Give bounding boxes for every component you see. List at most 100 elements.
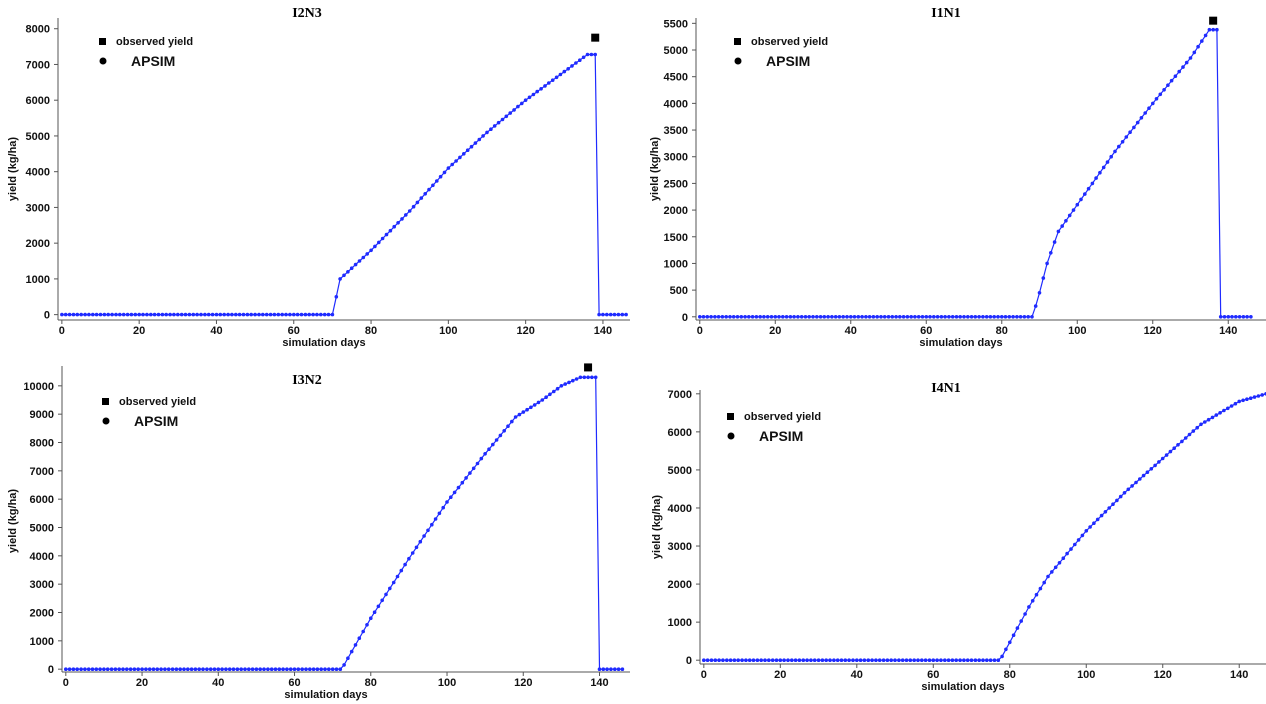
x-tick-label: 120 bbox=[1144, 325, 1162, 337]
apsim-point bbox=[1042, 580, 1046, 585]
y-tick-label: 1000 bbox=[26, 274, 50, 286]
apsim-point bbox=[322, 312, 327, 317]
apsim-point bbox=[380, 598, 385, 603]
apsim-point bbox=[1145, 470, 1150, 475]
apsim-point bbox=[520, 101, 524, 106]
apsim-point bbox=[833, 315, 838, 319]
legend-label-observed: observed yield bbox=[744, 411, 821, 423]
apsim-point bbox=[1090, 181, 1095, 186]
apsim-point bbox=[543, 84, 547, 88]
apsim-point bbox=[201, 667, 205, 671]
apsim-point bbox=[1149, 467, 1154, 471]
apsim-point bbox=[1038, 586, 1043, 591]
apsim-point bbox=[91, 312, 95, 317]
apsim-point bbox=[1226, 315, 1231, 319]
apsim-point bbox=[1022, 315, 1027, 319]
apsim-point bbox=[1113, 149, 1117, 154]
y-tick-label: 1000 bbox=[30, 636, 54, 648]
legend-label-apsim: APSIM bbox=[759, 428, 803, 444]
apsim-point bbox=[254, 667, 259, 671]
apsim-point bbox=[931, 658, 936, 662]
apsim-point bbox=[469, 144, 474, 149]
apsim-point bbox=[969, 658, 974, 662]
apsim-point bbox=[517, 412, 522, 417]
legend-square-marker bbox=[102, 398, 109, 405]
apsim-point bbox=[521, 410, 526, 414]
apsim-point bbox=[605, 312, 609, 317]
apsim-point bbox=[702, 658, 706, 662]
apsim-point bbox=[616, 667, 621, 671]
apsim-point bbox=[151, 667, 156, 671]
apsim-point bbox=[133, 312, 138, 317]
apsim-point bbox=[847, 658, 851, 662]
apsim-point bbox=[1207, 27, 1212, 32]
apsim-point bbox=[1101, 165, 1106, 170]
apsim-point bbox=[64, 667, 68, 671]
apsim-point bbox=[241, 312, 246, 317]
apsim-point bbox=[346, 270, 350, 274]
apsim-point bbox=[709, 658, 714, 662]
apsim-point bbox=[273, 667, 278, 671]
y-axis-label: yield (kg/ha) bbox=[7, 137, 19, 202]
apsim-point bbox=[1086, 186, 1091, 191]
apsim-point bbox=[113, 667, 118, 671]
y-tick-label: 0 bbox=[682, 312, 688, 324]
apsim-point bbox=[552, 389, 556, 394]
apsim-point bbox=[159, 667, 163, 671]
apsim-point bbox=[885, 658, 890, 662]
apsim-point bbox=[578, 58, 582, 62]
apsim-point bbox=[589, 52, 594, 57]
y-tick-label: 3000 bbox=[664, 152, 688, 164]
apsim-point bbox=[920, 315, 925, 319]
apsim-point bbox=[1053, 565, 1058, 570]
apsim-point bbox=[867, 315, 872, 319]
apsim-point bbox=[481, 134, 485, 138]
apsim-point bbox=[140, 667, 144, 671]
apsim-point bbox=[479, 456, 484, 461]
apsim-point bbox=[361, 629, 366, 634]
apsim-point bbox=[147, 667, 152, 671]
apsim-point bbox=[932, 315, 936, 319]
apsim-point bbox=[973, 315, 978, 319]
apsim-point bbox=[508, 111, 512, 115]
apsim-point bbox=[1233, 401, 1238, 406]
chart-title: I2N3 bbox=[292, 6, 322, 21]
legend-square-marker bbox=[727, 413, 734, 420]
apsim-point bbox=[430, 522, 434, 527]
apsim-point bbox=[1234, 315, 1238, 319]
apsim-point bbox=[307, 312, 312, 317]
apsim-point bbox=[471, 466, 476, 471]
apsim-point bbox=[1166, 83, 1170, 87]
apsim-point bbox=[235, 667, 240, 671]
apsim-point bbox=[981, 658, 985, 662]
apsim-point bbox=[214, 312, 219, 317]
apsim-point bbox=[531, 92, 536, 97]
legend: observed yield APSIM bbox=[99, 36, 193, 69]
apsim-point bbox=[191, 312, 196, 317]
apsim-point bbox=[1000, 315, 1004, 319]
apsim-point bbox=[208, 667, 213, 671]
apsim-point bbox=[713, 315, 717, 319]
legend: observed yield APSIM bbox=[102, 396, 196, 429]
apsim-point bbox=[487, 447, 491, 452]
apsim-point bbox=[176, 312, 180, 317]
apsim-point bbox=[1245, 397, 1249, 402]
apsim-point bbox=[1215, 27, 1219, 32]
apsim-point bbox=[601, 667, 606, 671]
apsim-point bbox=[1132, 125, 1136, 130]
y-tick-label: 2000 bbox=[30, 608, 54, 620]
x-tick-label: 40 bbox=[210, 325, 222, 337]
apsim-point bbox=[216, 667, 221, 671]
apsim-point bbox=[875, 315, 879, 319]
apsim-point bbox=[984, 315, 989, 319]
apsim-point bbox=[1033, 304, 1038, 308]
apsim-point bbox=[155, 667, 160, 671]
apsim-point bbox=[799, 315, 804, 319]
apsim-point bbox=[1154, 97, 1159, 101]
apsim-point bbox=[1211, 27, 1215, 32]
chart-title: I1N1 bbox=[931, 6, 961, 21]
apsim-point bbox=[1184, 60, 1189, 65]
apsim-point bbox=[433, 517, 438, 521]
apsim-point bbox=[1015, 315, 1019, 319]
